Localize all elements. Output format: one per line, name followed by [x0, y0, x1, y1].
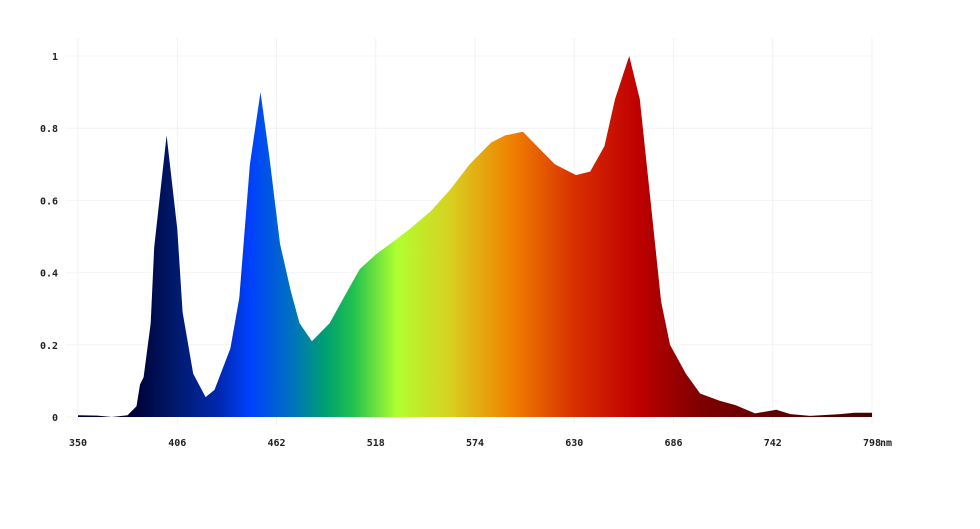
x-axis: 350 406 462 518 574 630 686 742 798: [69, 438, 881, 449]
x-tick-label: 350: [69, 438, 87, 449]
x-tick-label: 406: [168, 438, 186, 449]
x-tick-label: 742: [764, 438, 782, 449]
y-tick-label: 0.6: [40, 196, 58, 207]
x-tick-label: 574: [466, 438, 484, 449]
x-tick-label: 630: [565, 438, 583, 449]
y-tick-label: 0.4: [40, 269, 58, 280]
y-axis: 0 0.2 0.4 0.6 0.8 1: [40, 52, 58, 424]
x-tick-label: 798: [863, 438, 881, 449]
y-tick-label: 0.2: [40, 341, 58, 352]
spectrum-area: [78, 56, 872, 417]
y-tick-label: 0: [52, 413, 58, 424]
x-tick-label: 462: [267, 438, 285, 449]
x-unit-label: nm: [880, 438, 892, 449]
y-tick-label: 0.8: [40, 124, 58, 135]
x-tick-label: 686: [664, 438, 682, 449]
y-tick-label: 1: [52, 52, 58, 63]
x-tick-label: 518: [367, 438, 385, 449]
